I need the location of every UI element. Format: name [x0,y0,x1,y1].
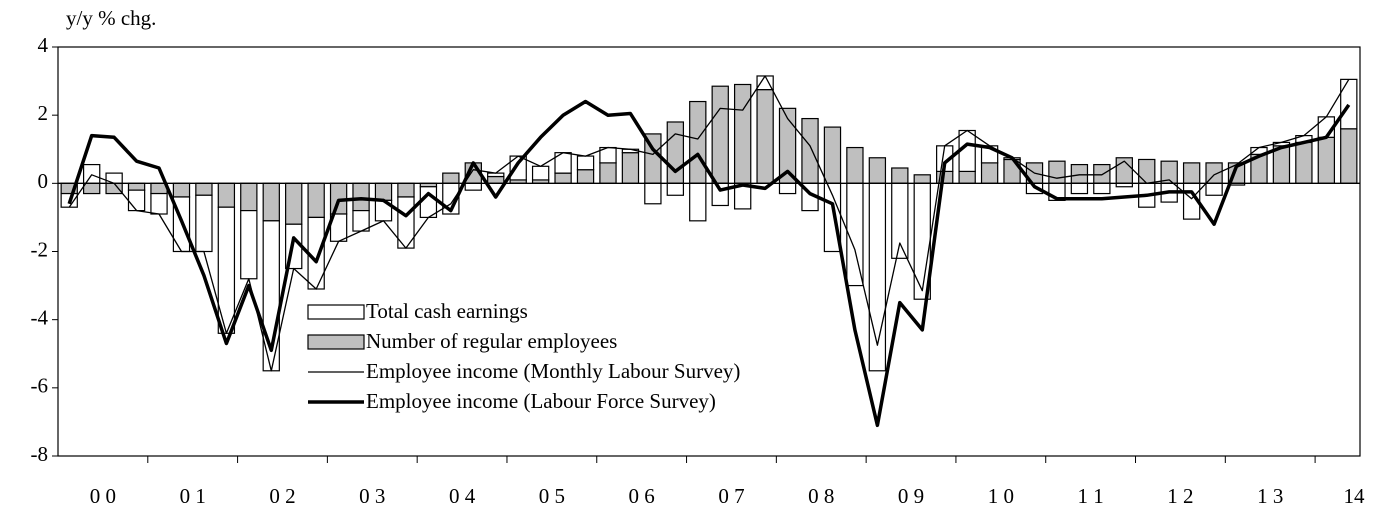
x-tick-label: 0 2 [269,484,295,508]
y-tick-label: 4 [38,33,49,57]
bar [958,170,976,184]
bar [419,186,438,219]
bar [82,182,101,195]
bar [240,182,258,212]
bar [1070,182,1089,195]
bar [599,162,617,184]
x-tick-label: 1 2 [1167,484,1193,508]
bar [374,182,393,201]
bar [666,182,685,196]
y-tick-label: -4 [31,305,49,329]
x-tick-label: 1 0 [988,484,1014,508]
bar [576,155,595,171]
bar [397,182,415,198]
bar [1182,162,1201,184]
legend-label: Employee income (Monthly Labour Survey) [366,359,740,383]
bar [913,174,931,184]
y-axis-label: y/y % chg. [66,6,156,30]
bar [195,194,213,253]
bar [127,182,146,191]
bar [554,172,572,184]
legend-swatch [307,334,365,350]
x-tick-label: 0 5 [539,484,565,508]
bar [487,175,505,184]
y-tick-label: -8 [31,442,49,466]
bar [262,182,280,222]
bar [891,182,909,259]
bar [1093,163,1111,184]
bar [733,83,752,184]
x-tick-label: 14 [1344,484,1366,508]
plot-frame [57,46,1361,457]
bar [621,152,640,184]
bar [644,182,662,205]
x-tick-label: 0 9 [898,484,924,508]
y-tick-label: 0 [38,169,49,193]
bar [307,182,325,219]
y-tick-label: -2 [31,237,49,261]
bar [1048,160,1066,184]
bar [1138,158,1156,184]
legend-label: Number of regular employees [366,329,617,353]
bar [891,167,909,184]
bar [980,162,999,184]
bar [1340,128,1358,184]
bar [1340,78,1358,130]
bar [1317,136,1336,184]
bar [576,169,595,184]
x-tick-label: 0 8 [808,484,834,508]
bar [1205,182,1223,196]
bar [689,100,707,184]
bar [285,182,303,225]
bar [846,146,864,184]
bar [711,182,729,207]
y-tick-label: -6 [31,374,49,398]
x-tick-label: 0 7 [718,484,744,508]
x-tick-label: 0 1 [180,484,206,508]
bar [1295,141,1313,184]
bar [195,182,213,196]
bar [756,89,774,184]
bar [823,126,842,184]
bar [442,172,460,184]
bar [801,117,819,184]
bar [217,182,236,208]
bar [778,182,797,195]
legend-label: Employee income (Labour Force Survey) [366,389,716,413]
bar [531,165,550,181]
x-tick-label: 0 4 [449,484,476,508]
bar [711,85,729,184]
bar [172,182,191,198]
bar [240,210,258,280]
x-tick-label: 0 6 [629,484,655,508]
x-tick-label: 0 0 [90,484,116,508]
x-tick-label: 0 3 [359,484,385,508]
legend-label: Total cash earnings [366,299,528,323]
bar [689,182,707,222]
bar [82,163,101,184]
y-tick-label: 2 [38,101,49,125]
x-tick-label: 1 3 [1257,484,1283,508]
bar [1070,163,1089,184]
bar [868,157,887,184]
bar [666,121,685,184]
bar [464,182,482,191]
bar [1093,182,1111,195]
bar [127,189,146,212]
legend-swatch [307,304,365,320]
bar [150,192,168,215]
bar [105,182,123,195]
line [67,99,1351,428]
x-tick-label: 1 1 [1077,484,1103,508]
line [68,75,1350,372]
